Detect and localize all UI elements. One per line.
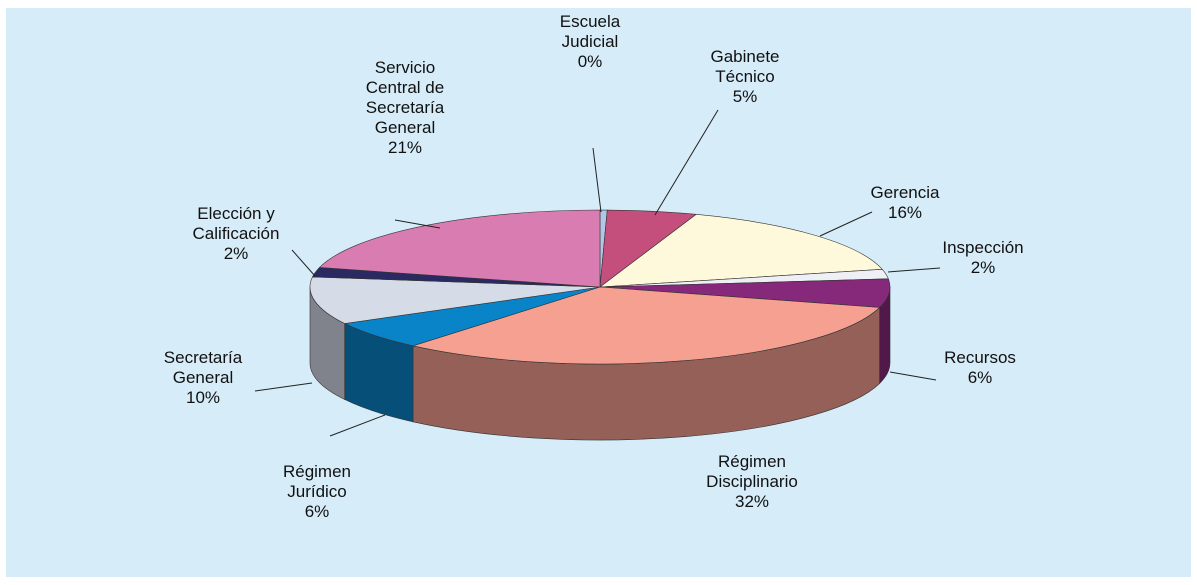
- slice-label: Servicio Central de Secretaría General 21…: [353, 58, 458, 158]
- leader-line: [819, 211, 873, 237]
- slice-value: 2%: [223, 244, 249, 263]
- slice: [599, 214, 883, 288]
- slice-label: Inspección 2%: [928, 238, 1038, 278]
- slice-value: 10%: [185, 388, 221, 407]
- slice-value: 32%: [734, 492, 770, 511]
- slice-name: Recursos: [944, 348, 1016, 367]
- leader-line: [889, 371, 937, 381]
- leader-line: [592, 147, 602, 213]
- slice-name: Secretaría General: [163, 348, 243, 387]
- slice-name: Régimen Disciplinario: [706, 452, 798, 491]
- slice-label: Régimen Jurídico 6%: [272, 462, 362, 522]
- slice-name: Elección y Calificación: [192, 204, 280, 243]
- slice-value: 6%: [967, 368, 993, 387]
- leader-line: [394, 219, 441, 229]
- slice: [411, 286, 881, 365]
- slice-name: Gerencia: [870, 183, 940, 202]
- slice-name: Servicio Central de Secretaría General: [365, 58, 445, 137]
- leader-line: [887, 267, 941, 273]
- slice-label: Gerencia 16%: [855, 183, 955, 223]
- leader-line: [654, 109, 719, 216]
- slice-value: 2%: [970, 258, 996, 277]
- slice-label: Régimen Disciplinario 32%: [692, 452, 812, 512]
- leader-line: [254, 382, 313, 392]
- slice-label: Secretaría General 10%: [153, 348, 253, 408]
- slice-label: Recursos 6%: [930, 348, 1030, 388]
- slice-value: 5%: [732, 87, 758, 106]
- slice-label: Elección y Calificación 2%: [174, 204, 299, 264]
- slice-value: 16%: [887, 203, 923, 222]
- slice: [318, 209, 601, 288]
- leader-line: [329, 414, 386, 437]
- leader-line: [291, 249, 316, 277]
- slice-name: Régimen Jurídico: [282, 462, 352, 501]
- slice: [309, 276, 601, 324]
- slice-value: 0%: [577, 52, 603, 71]
- slice-name: Gabinete Técnico: [710, 47, 780, 86]
- slice-name: Inspección: [942, 238, 1024, 257]
- slice-label: Gabinete Técnico 5%: [700, 47, 790, 107]
- slice-label: Escuela Judicial 0%: [545, 12, 635, 72]
- slice-name: Escuela Judicial: [559, 12, 621, 51]
- slice-value: 21%: [387, 138, 423, 157]
- slice-value: 6%: [304, 502, 330, 521]
